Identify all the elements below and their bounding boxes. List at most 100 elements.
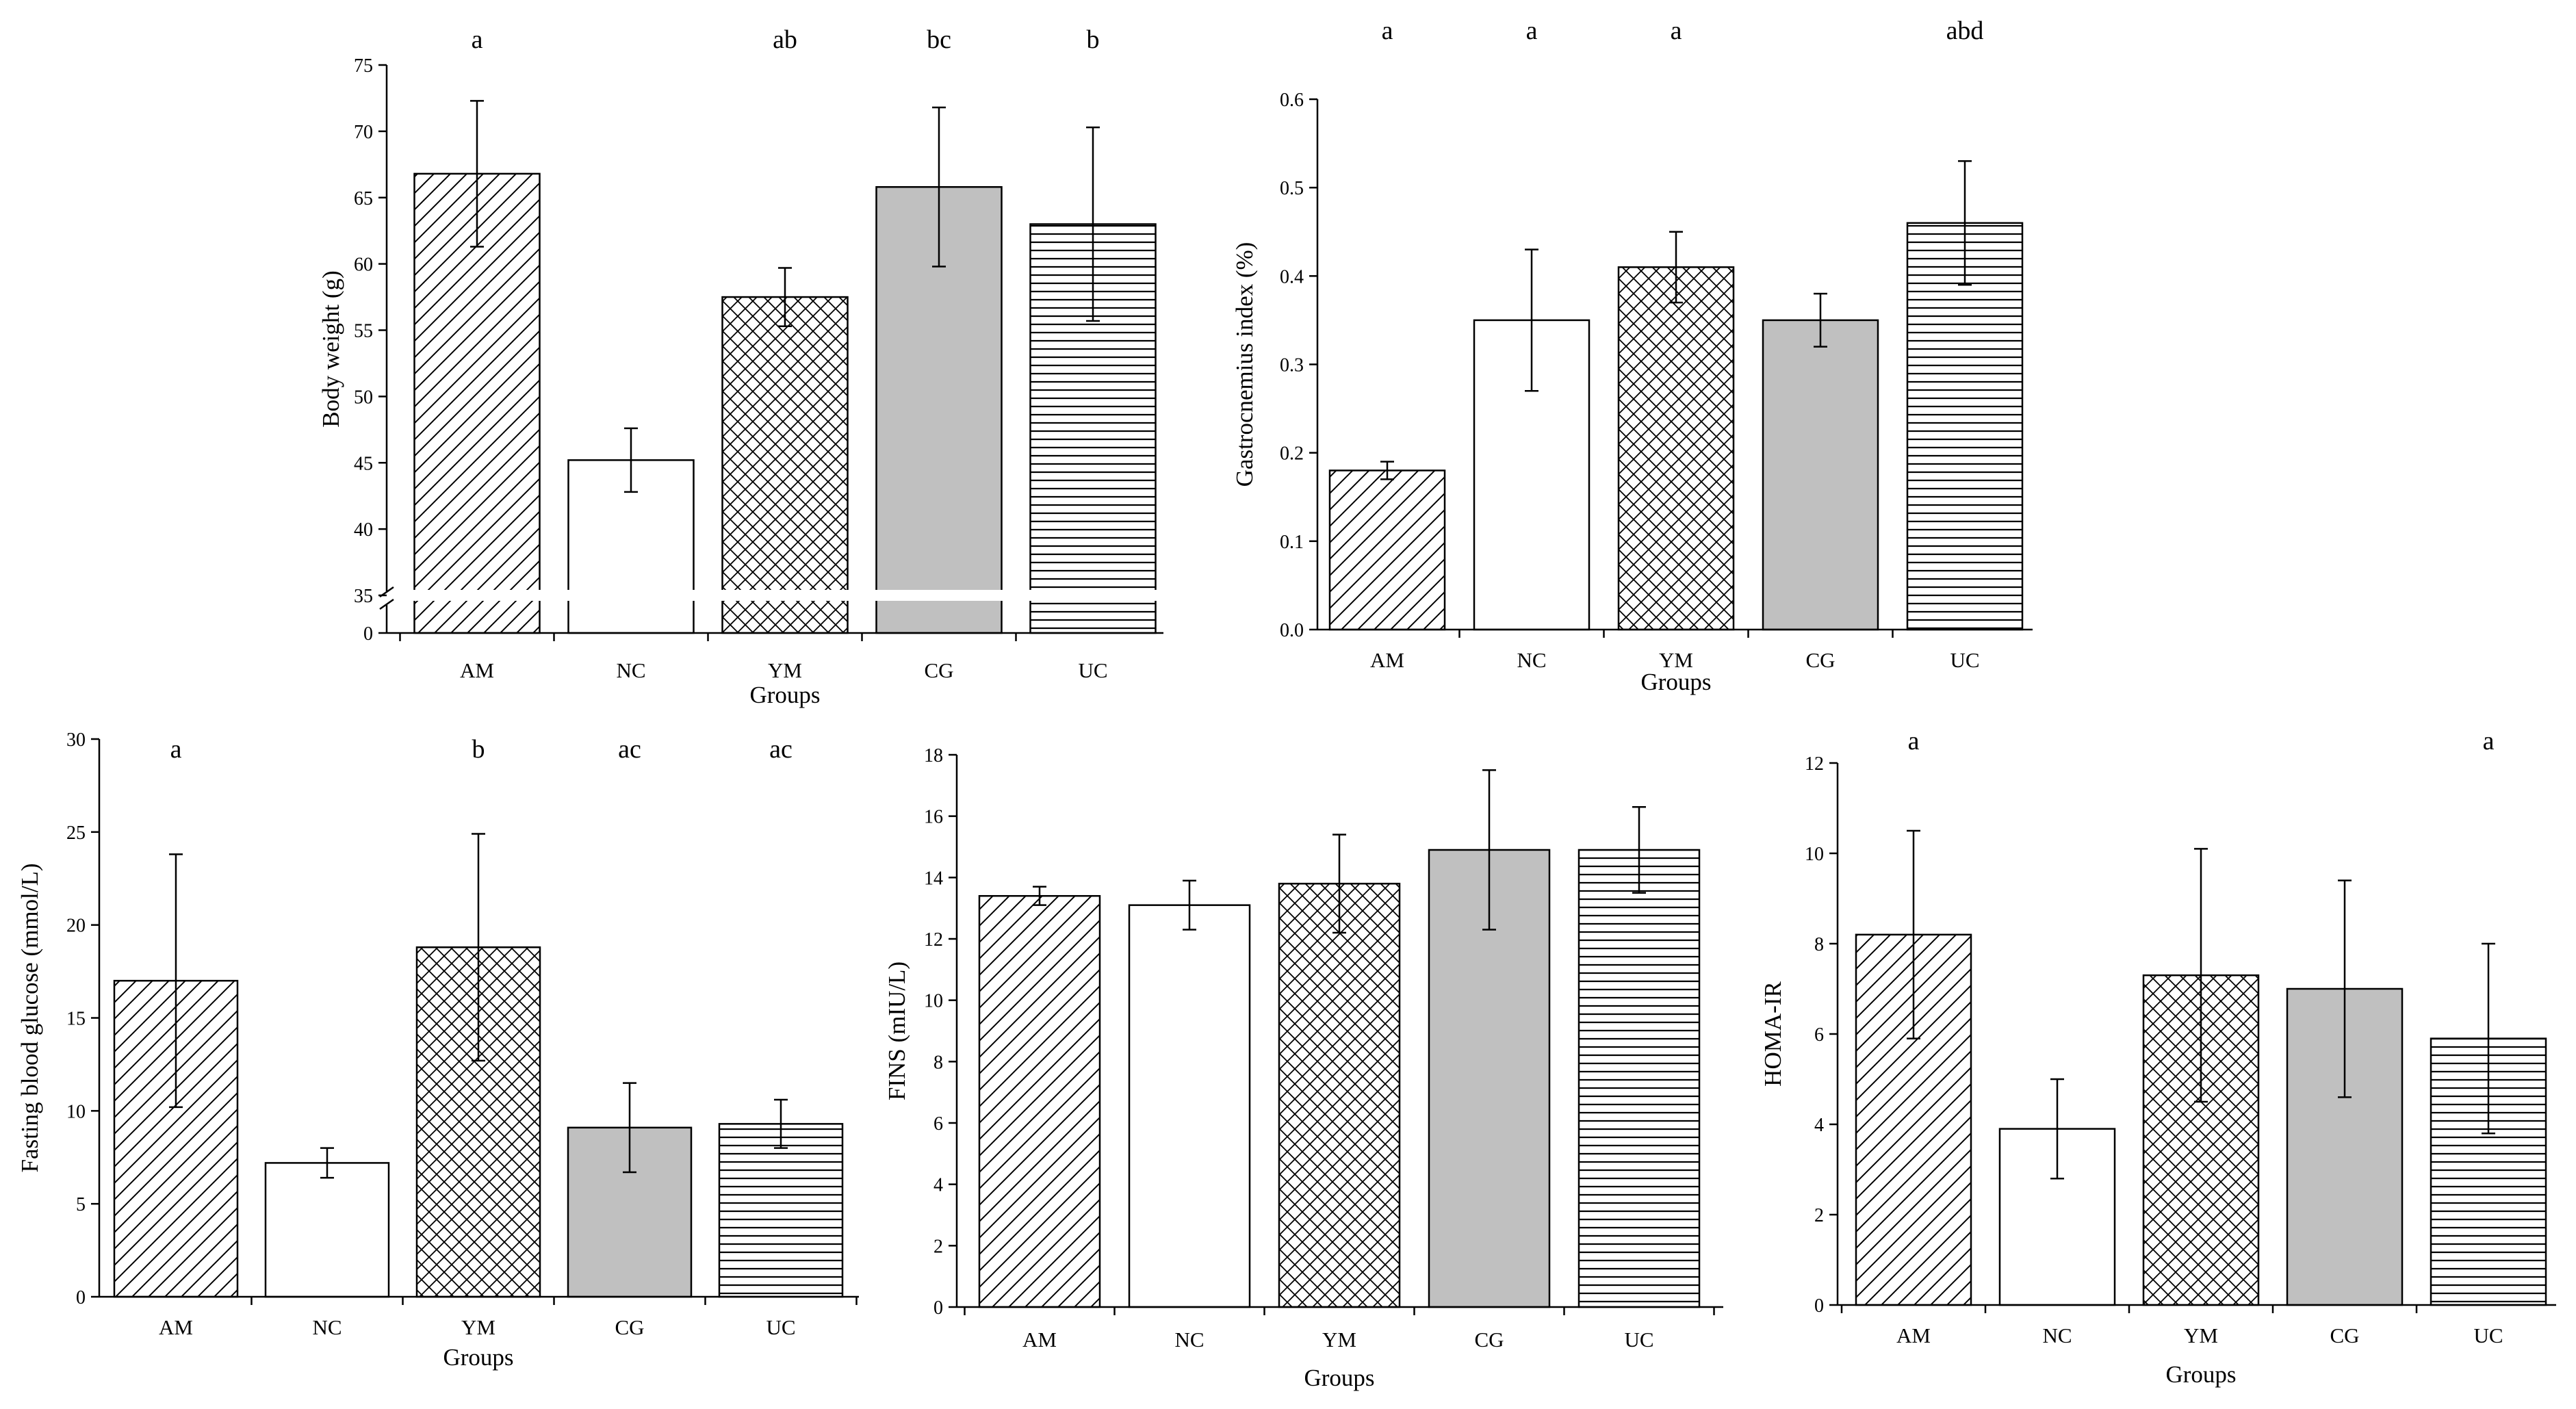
y-tick-label: 25 — [66, 823, 86, 844]
y-axis-title: Body weight (g) — [318, 270, 344, 427]
significance-label: a — [1526, 16, 1538, 45]
bar-am — [978, 894, 1101, 1308]
bar-uc — [1577, 849, 1701, 1308]
significance-label: ab — [773, 25, 797, 54]
y-tick-label: 70 — [354, 122, 373, 143]
y-tick-label: 8 — [933, 1052, 943, 1073]
significance-label: a — [1382, 16, 1393, 45]
y-tick-label: 2 — [933, 1236, 943, 1257]
bar-nc — [1128, 904, 1251, 1308]
y-tick-label: 10 — [1805, 844, 1824, 865]
chart-body-weight: a AM NC ab YM bc CG b UC 0 35 40 45 50 55 60 65 70 75 Group… — [318, 25, 1166, 708]
bar-ym — [1278, 883, 1401, 1308]
category-label: YM — [768, 658, 802, 682]
y-tick-label: 0.0 — [1280, 620, 1304, 641]
y-tick-label: 12 — [1805, 753, 1824, 775]
significance-label: abd — [1946, 16, 1984, 45]
bar-am — [413, 172, 541, 634]
category-label: UC — [2473, 1323, 2503, 1347]
significance-label: b — [472, 735, 485, 764]
y-tick-label: 50 — [354, 387, 373, 408]
x-axis-title: Groups — [2165, 1361, 2236, 1388]
y-tick-label: 15 — [66, 1009, 86, 1030]
axis-break-gap — [389, 590, 1166, 601]
y-tick-label: 4 — [1814, 1115, 1824, 1136]
category-label: YM — [2184, 1323, 2218, 1347]
category-label: UC — [1950, 648, 1979, 672]
x-axis-title: Groups — [1304, 1365, 1374, 1391]
category-label: NC — [1174, 1328, 1204, 1352]
category-label: CG — [924, 658, 953, 682]
y-tick-label: 0 — [76, 1287, 86, 1308]
category-label: NC — [616, 658, 645, 682]
y-axis-title: HOMA-IR — [1760, 981, 1786, 1087]
y-tick-label: 0.1 — [1280, 532, 1304, 553]
significance-label: ac — [618, 735, 641, 764]
category-label: AM — [159, 1315, 193, 1339]
chart-gastrocnemius: a AM a NC a YM CG abd UC 0.0 0.1 0.2 0.3 0.4 0.5 0.6 Gro… — [1231, 16, 2033, 695]
y-tick-label: 2 — [1814, 1205, 1824, 1226]
y-tick-label: 0 — [933, 1297, 943, 1319]
y-tick-label: 0.4 — [1280, 266, 1304, 287]
x-axis-title: Groups — [1640, 669, 1711, 695]
y-axis-title: FINS (mIU/L) — [884, 961, 910, 1100]
y-tick-label: 16 — [924, 807, 943, 828]
bar-nc — [264, 1162, 390, 1298]
y-tick-label: 5 — [76, 1194, 86, 1215]
significance-label: a — [170, 735, 182, 764]
category-label: YM — [1659, 648, 1693, 672]
bar-uc — [718, 1123, 844, 1298]
chart-fins: AM NC YM CG UC 0 2 4 6 8 10 12 14 16 18 Groups FINS (mIU… — [884, 745, 1723, 1391]
category-label: NC — [2042, 1323, 2072, 1347]
y-tick-label: 0 — [1814, 1295, 1824, 1317]
y-tick-label: 45 — [354, 453, 373, 474]
bar-am — [1328, 469, 1446, 631]
y-tick-label: 60 — [354, 255, 373, 276]
y-tick-label: 14 — [924, 868, 943, 889]
category-label: CG — [1474, 1328, 1504, 1352]
y-tick-label: 0.6 — [1280, 90, 1304, 111]
category-label: YM — [461, 1315, 495, 1339]
significance-label: bc — [927, 25, 951, 54]
significance-label: a — [1671, 16, 1682, 45]
y-tick-label: 6 — [1814, 1024, 1824, 1046]
category-label: AM — [1022, 1328, 1057, 1352]
y-tick-label: 6 — [933, 1113, 943, 1135]
category-label: UC — [766, 1315, 795, 1339]
y-tick-label: 55 — [354, 321, 373, 342]
y-tick-label: 10 — [66, 1101, 86, 1122]
y-tick-label: 8 — [1814, 934, 1824, 955]
chart-homa-ir: a AM NC YM CG a UC 0 2 4 6 8 10 12 Groups HOMA-IR — [1760, 727, 2556, 1388]
y-tick-label: 65 — [354, 188, 373, 209]
category-label: UC — [1624, 1328, 1653, 1352]
category-label: NC — [312, 1315, 342, 1339]
axis-break-mark — [379, 598, 394, 610]
y-axis-title: Gastrocnemius index (%) — [1231, 242, 1258, 487]
category-label: AM — [1896, 1323, 1931, 1347]
y-tick-label: 12 — [924, 929, 943, 951]
x-axis-title: Groups — [749, 682, 820, 708]
category-label: NC — [1517, 648, 1546, 672]
bar-uc — [1906, 222, 2024, 631]
bar-ym — [721, 296, 849, 634]
category-label: AM — [460, 658, 494, 682]
y-tick-label: 35 — [354, 586, 373, 607]
category-label: AM — [1370, 648, 1404, 672]
x-axis-title: Groups — [443, 1344, 513, 1371]
chart-fasting-glucose: a AM NC b YM ac CG ac UC 0 5 10 15 20 25 30 Groups Fastin… — [16, 729, 859, 1371]
y-tick-label: 75 — [354, 55, 373, 77]
bar-ym — [1617, 266, 1735, 631]
y-tick-label: 4 — [933, 1175, 943, 1196]
significance-label: a — [1908, 727, 1920, 755]
y-tick-label: 0.3 — [1280, 355, 1304, 376]
bar-cg — [1762, 319, 1879, 631]
category-label: UC — [1078, 658, 1107, 682]
y-tick-label: 20 — [66, 916, 86, 937]
significance-label: a — [2483, 727, 2495, 755]
y-tick-label: 40 — [354, 519, 373, 541]
significance-label: b — [1087, 25, 1100, 54]
category-label: CG — [1805, 648, 1835, 672]
y-tick-label: 0.5 — [1280, 178, 1304, 199]
y-tick-label: 0 — [363, 623, 373, 645]
